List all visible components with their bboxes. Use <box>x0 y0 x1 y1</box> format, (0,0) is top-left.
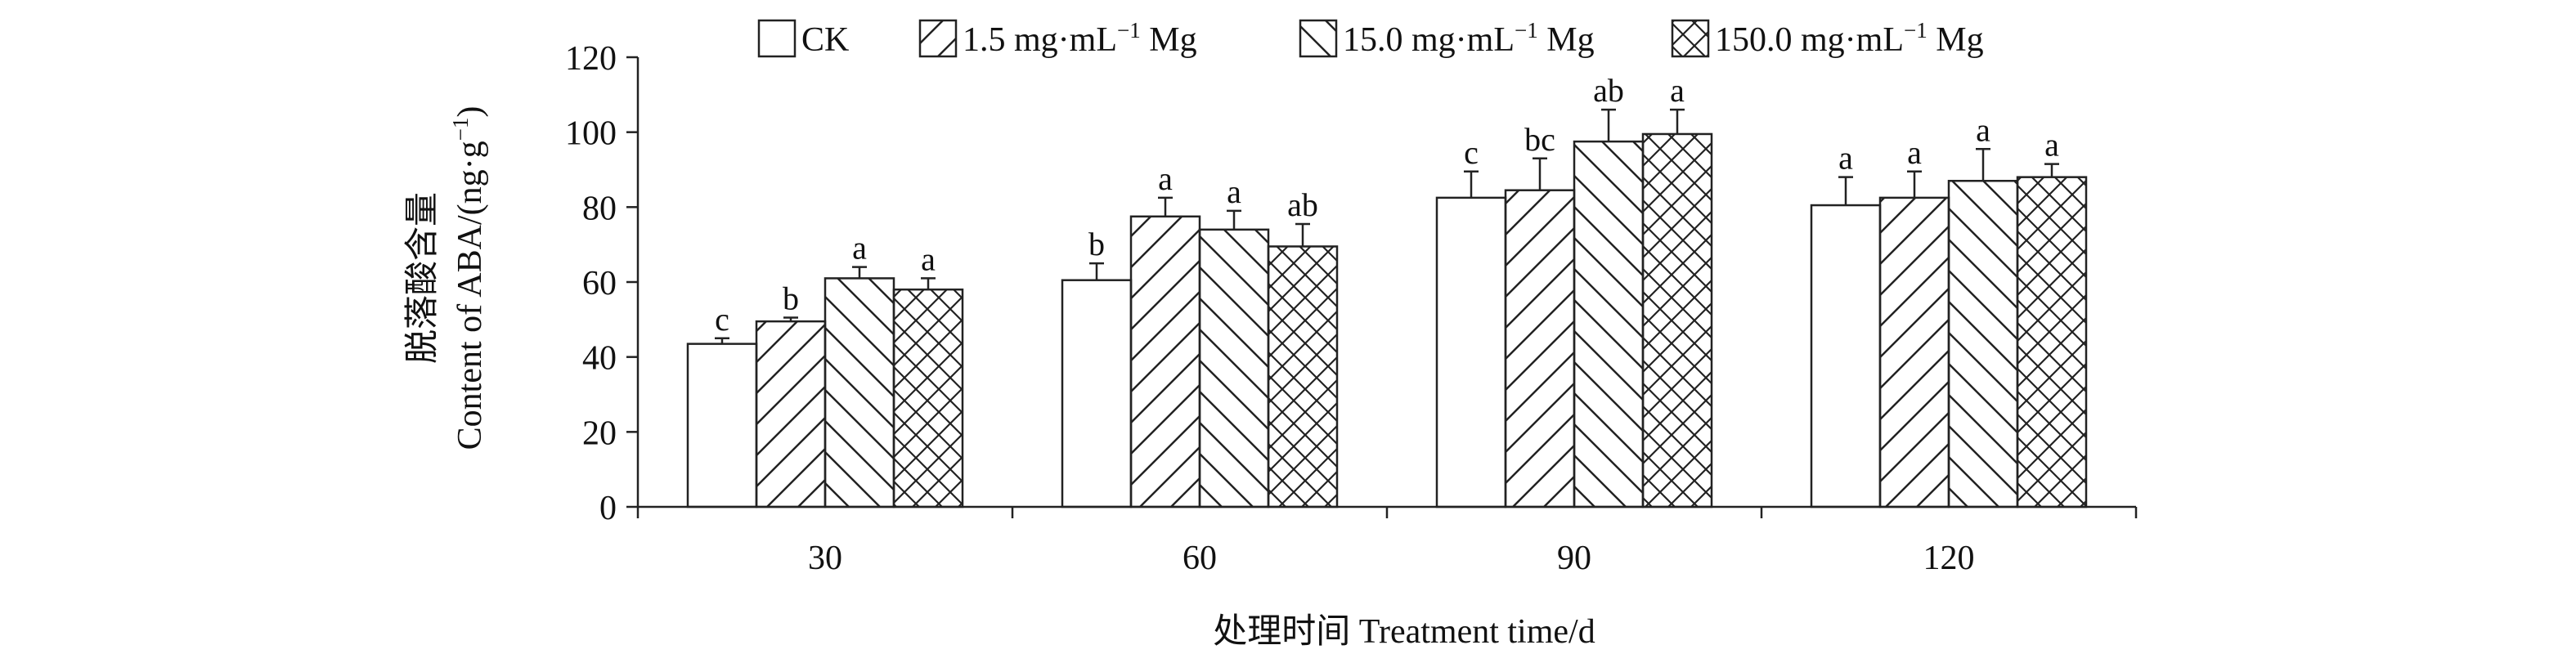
y-tick-label: 60 <box>582 265 617 302</box>
legend-label: 1.5 mg·mL−1 Mg <box>963 18 1197 59</box>
significance-letter: a <box>921 240 936 277</box>
legend-swatch <box>1299 19 1338 58</box>
legend-swatch <box>757 19 797 58</box>
bar <box>1641 132 1713 508</box>
legend-item: 150.0 mg·mL−1 Mg <box>1671 18 1984 59</box>
legend-item: 15.0 mg·mL−1 Mg <box>1299 18 1595 59</box>
legend-label: 15.0 mg·mL−1 Mg <box>1343 18 1595 59</box>
y-tick-label: 100 <box>565 115 617 153</box>
x-tick-label: 30 <box>808 540 842 577</box>
significance-letter: b <box>1088 226 1105 262</box>
bar <box>1810 204 1882 508</box>
significance-letter: a <box>1907 134 1922 171</box>
legend-swatch <box>918 19 958 58</box>
significance-letter: a <box>1158 160 1173 197</box>
legend-label: 150.0 mg·mL−1 Mg <box>1715 18 1984 59</box>
bar <box>1573 140 1645 508</box>
y-axis-title-en: Content of ABA/(ng·g−1) <box>448 106 489 450</box>
x-tick-label: 60 <box>1183 540 1217 577</box>
x-tick-label: 90 <box>1557 540 1591 577</box>
significance-letter: a <box>852 230 867 267</box>
y-tick-label: 0 <box>599 490 617 527</box>
bar <box>686 343 758 508</box>
bar <box>1435 196 1507 508</box>
legend-item: 1.5 mg·mL−1 Mg <box>918 18 1197 59</box>
y-axis-title: 脱落酸含量 Content of ABA/(ng·g−1) <box>404 106 489 450</box>
significance-letter: ab <box>1287 186 1318 223</box>
y-axis: 0 20 40 60 80 100 120 <box>565 40 640 527</box>
bar <box>1061 279 1133 508</box>
significance-letter: a <box>1670 72 1685 109</box>
x-axis-title: 处理时间 Treatment time/d <box>1213 613 1595 651</box>
y-tick-label: 20 <box>582 414 617 452</box>
y-tick-label: 120 <box>565 40 617 78</box>
bar <box>1504 189 1576 508</box>
significance-letter: bc <box>1524 121 1555 158</box>
legend-swatch <box>1671 19 1710 58</box>
significance-letter: a <box>1227 173 1241 210</box>
x-axis: 30 60 90 120 <box>636 505 2138 577</box>
bar <box>1129 215 1201 508</box>
x-tick-label: 120 <box>1923 540 1975 577</box>
bar <box>1198 228 1270 508</box>
significance-letter: c <box>715 301 729 338</box>
bar <box>892 288 964 508</box>
bar <box>1947 180 2019 508</box>
legend-item: CK <box>757 19 849 59</box>
bar <box>1878 196 1950 508</box>
y-axis-title-cn: 脱落酸含量 <box>404 192 442 364</box>
significance-letter: ab <box>1593 72 1624 109</box>
bar <box>824 277 895 508</box>
legend-label: CK <box>801 21 849 59</box>
y-tick-label: 40 <box>582 340 617 378</box>
bar <box>2016 176 2088 508</box>
y-tick-label: 80 <box>582 190 617 227</box>
significance-letter: b <box>783 280 799 317</box>
significance-letter: c <box>1464 134 1479 171</box>
significance-letter: a <box>1976 111 1990 148</box>
significance-letter: a <box>2044 127 2059 164</box>
significance-letter: a <box>1838 140 1853 177</box>
legend: CK 1.5 mg·mL−1 Mg 15.0 mg·mL−1 Mg 150.0 mg·… <box>757 18 1984 59</box>
bar <box>1267 245 1339 508</box>
bar <box>755 320 827 508</box>
